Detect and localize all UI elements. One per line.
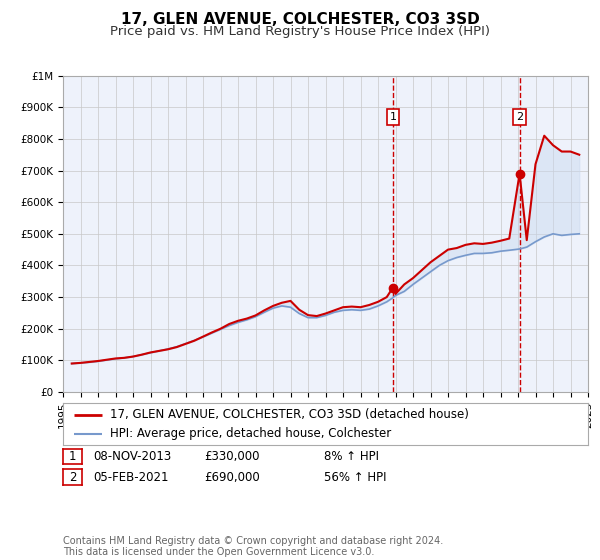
Text: 2: 2: [516, 112, 523, 122]
Text: 17, GLEN AVENUE, COLCHESTER, CO3 3SD (detached house): 17, GLEN AVENUE, COLCHESTER, CO3 3SD (de…: [110, 408, 469, 421]
Text: Price paid vs. HM Land Registry's House Price Index (HPI): Price paid vs. HM Land Registry's House …: [110, 25, 490, 38]
Text: £330,000: £330,000: [204, 450, 260, 463]
Text: Contains HM Land Registry data © Crown copyright and database right 2024.
This d: Contains HM Land Registry data © Crown c…: [63, 535, 443, 557]
Text: 1: 1: [69, 450, 76, 463]
Text: 17, GLEN AVENUE, COLCHESTER, CO3 3SD: 17, GLEN AVENUE, COLCHESTER, CO3 3SD: [121, 12, 479, 27]
Text: HPI: Average price, detached house, Colchester: HPI: Average price, detached house, Colc…: [110, 427, 392, 440]
Text: £690,000: £690,000: [204, 470, 260, 484]
Text: 05-FEB-2021: 05-FEB-2021: [93, 470, 169, 484]
Text: 8% ↑ HPI: 8% ↑ HPI: [324, 450, 379, 463]
Text: 56% ↑ HPI: 56% ↑ HPI: [324, 470, 386, 484]
Text: 2: 2: [69, 470, 76, 484]
Text: 08-NOV-2013: 08-NOV-2013: [93, 450, 171, 463]
Text: 1: 1: [389, 112, 397, 122]
